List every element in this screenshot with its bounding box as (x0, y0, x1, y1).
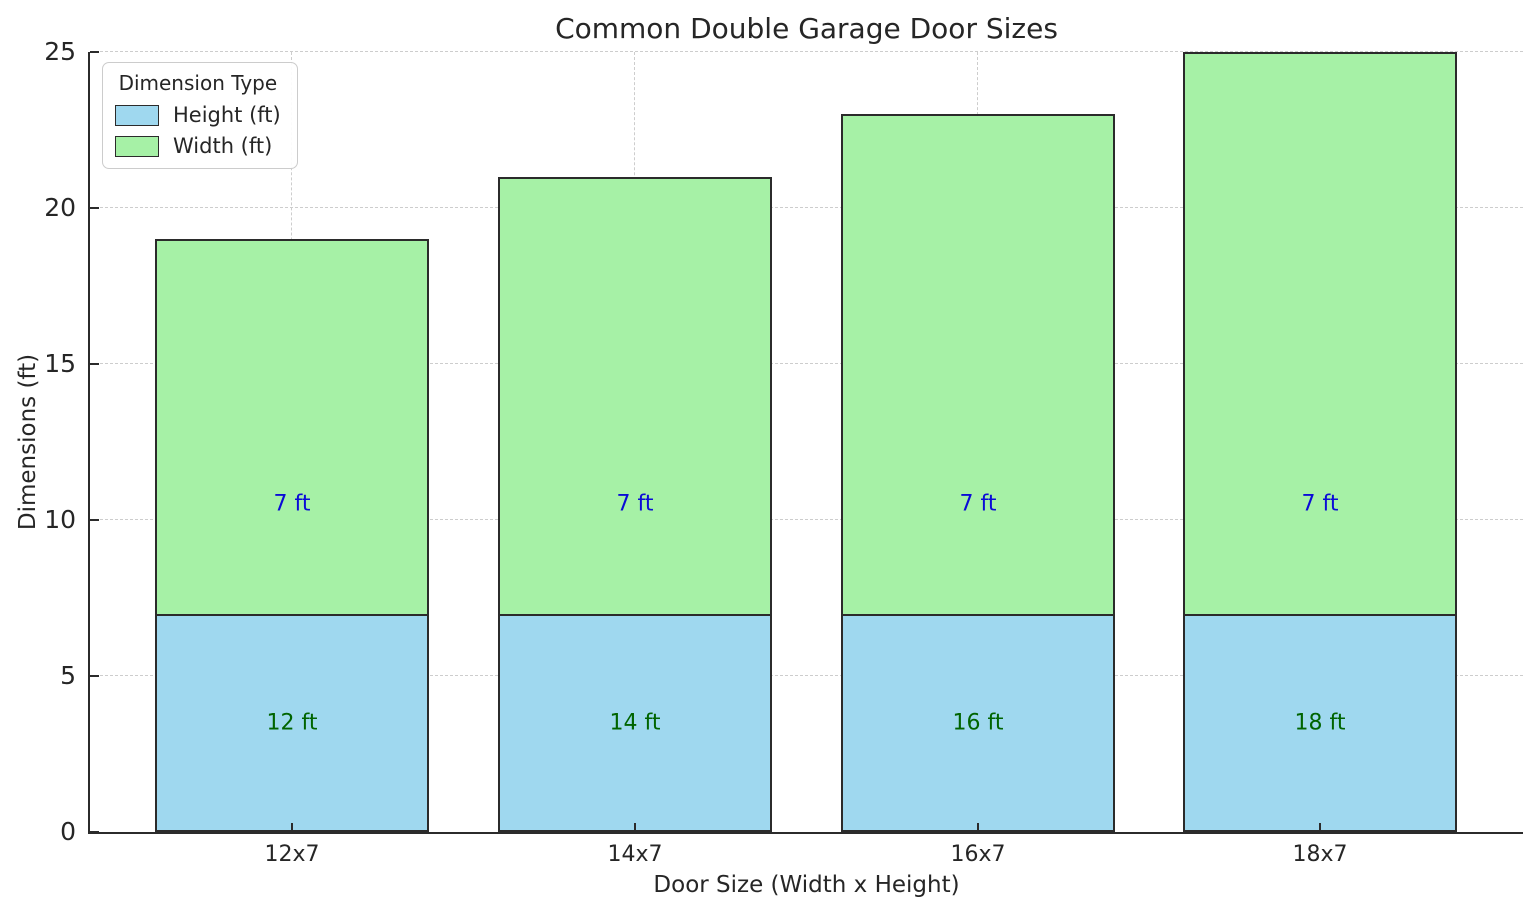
bar-label-height-value-14x7: 14 ft (609, 710, 661, 736)
bar-segment-width-18x7 (1183, 52, 1457, 616)
bar-segment-height-18x7 (1183, 613, 1457, 832)
x-tick-18x7 (1319, 823, 1321, 832)
y-gridline-5 (90, 675, 1523, 677)
legend-entry-width: Width (ft) (115, 134, 281, 158)
plot-area: 12 ft 7 ft 14 ft 7 ft 16 ft 7 ft 18 ft 7 ft (88, 51, 1523, 835)
y-tick-label-10: 10 (44, 505, 76, 534)
y-gridline-25 (90, 51, 1523, 53)
x-axis-spine (88, 832, 1523, 835)
y-tick-label-25: 25 (44, 37, 76, 66)
y-tick-25 (90, 51, 99, 53)
bar-label-height-value-18x7: 18 ft (1294, 710, 1346, 736)
x-tick-16x7 (977, 823, 979, 832)
legend-entry-height: Height (ft) (115, 103, 281, 127)
bar-label-width-value-16x7: 7 ft (959, 491, 997, 517)
y-axis-spine (88, 52, 91, 834)
y-tick-0 (90, 831, 99, 833)
bar-label-width-value-12x7: 7 ft (273, 491, 311, 517)
bar-segment-height-14x7 (498, 613, 772, 832)
bar-segment-width-16x7 (841, 114, 1115, 616)
y-gridline-20 (90, 207, 1523, 209)
y-tick-label-15: 15 (44, 349, 76, 378)
bar-segment-width-12x7 (155, 239, 429, 616)
legend-entry-label: Width (ft) (173, 134, 273, 158)
legend-entry-label: Height (ft) (173, 103, 281, 127)
bar-label-height-value-12x7: 12 ft (266, 710, 318, 736)
y-tick-20 (90, 207, 99, 209)
x-tick-12x7 (291, 823, 293, 832)
bar-segment-width-14x7 (498, 176, 772, 616)
bar-label-width-value-14x7: 7 ft (616, 491, 654, 517)
y-gridline-10 (90, 519, 1523, 521)
x-tick-label-12x7: 12x7 (264, 842, 320, 867)
x-tick-label-16x7: 16x7 (950, 842, 1006, 867)
bar-label-width-value-18x7: 7 ft (1301, 491, 1339, 517)
y-tick-5 (90, 675, 99, 677)
y-gridline-15 (90, 363, 1523, 365)
legend-swatch-icon (115, 135, 159, 157)
chart-title: Common Double Garage Door Sizes (555, 12, 1058, 45)
y-tick-label-0: 0 (60, 817, 76, 846)
legend-title: Dimension Type (118, 71, 278, 95)
x-axis-label: Door Size (Width x Height) (653, 872, 960, 898)
legend: Dimension Type Height (ft) Width (ft) (102, 62, 298, 169)
y-tick-label-20: 20 (44, 193, 76, 222)
legend-swatch-icon (115, 104, 159, 126)
x-tick-label-18x7: 18x7 (1292, 842, 1348, 867)
x-tick-14x7 (634, 823, 636, 832)
x-tick-label-14x7: 14x7 (607, 842, 663, 867)
bar-segment-height-16x7 (841, 613, 1115, 832)
y-tick-10 (90, 519, 99, 521)
bar-label-height-value-16x7: 16 ft (952, 710, 1004, 736)
y-axis-label: Dimensions (ft) (15, 353, 41, 531)
y-tick-label-5: 5 (60, 661, 76, 690)
y-tick-15 (90, 363, 99, 365)
